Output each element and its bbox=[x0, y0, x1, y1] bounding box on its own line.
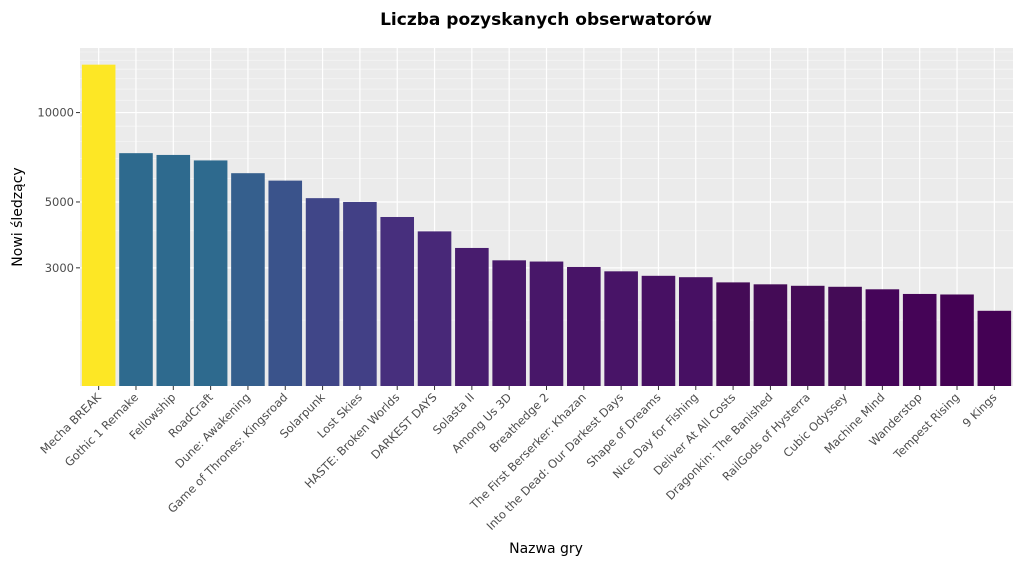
bar bbox=[902, 293, 937, 386]
bar bbox=[567, 266, 601, 386]
x-tick-label: DARKEST DAYS bbox=[368, 390, 440, 462]
bar bbox=[492, 260, 526, 386]
bar bbox=[417, 231, 452, 386]
y-axis-title: Nowi śledzący bbox=[10, 167, 26, 266]
bar bbox=[865, 289, 900, 386]
bar bbox=[678, 277, 713, 386]
bar bbox=[828, 286, 862, 386]
bar bbox=[790, 285, 825, 386]
bar bbox=[343, 201, 377, 386]
y-tick-label: 5000 bbox=[45, 195, 74, 209]
x-tick-label: Cubic Odyssey bbox=[780, 390, 850, 460]
y-tick-label: 3000 bbox=[45, 261, 74, 275]
x-tick-label: Into the Dead: Our Darkest Days bbox=[484, 390, 627, 533]
bars bbox=[81, 64, 1012, 386]
bar bbox=[156, 154, 191, 386]
bar bbox=[119, 153, 153, 386]
bar bbox=[305, 198, 340, 386]
bar bbox=[641, 275, 676, 386]
y-tick-label: 10000 bbox=[37, 106, 74, 120]
bar bbox=[940, 294, 974, 386]
bar bbox=[716, 282, 750, 386]
bar bbox=[977, 310, 1012, 386]
bar bbox=[193, 160, 228, 386]
bar bbox=[455, 247, 489, 386]
x-tick-label: Tempest Rising bbox=[890, 390, 962, 462]
x-tick-label: 9 Kings bbox=[960, 390, 1000, 430]
bar bbox=[231, 173, 265, 386]
x-axis-title: Nazwa gry bbox=[509, 541, 583, 557]
bar bbox=[81, 64, 116, 386]
bar bbox=[268, 180, 303, 386]
y-axis: 3000 5000 10000 bbox=[37, 106, 80, 275]
bar bbox=[380, 216, 415, 386]
bar bbox=[604, 271, 638, 386]
chart-title: Liczba pozyskanych obserwatorów bbox=[380, 10, 712, 30]
bar bbox=[529, 261, 564, 386]
bar bbox=[753, 284, 788, 386]
